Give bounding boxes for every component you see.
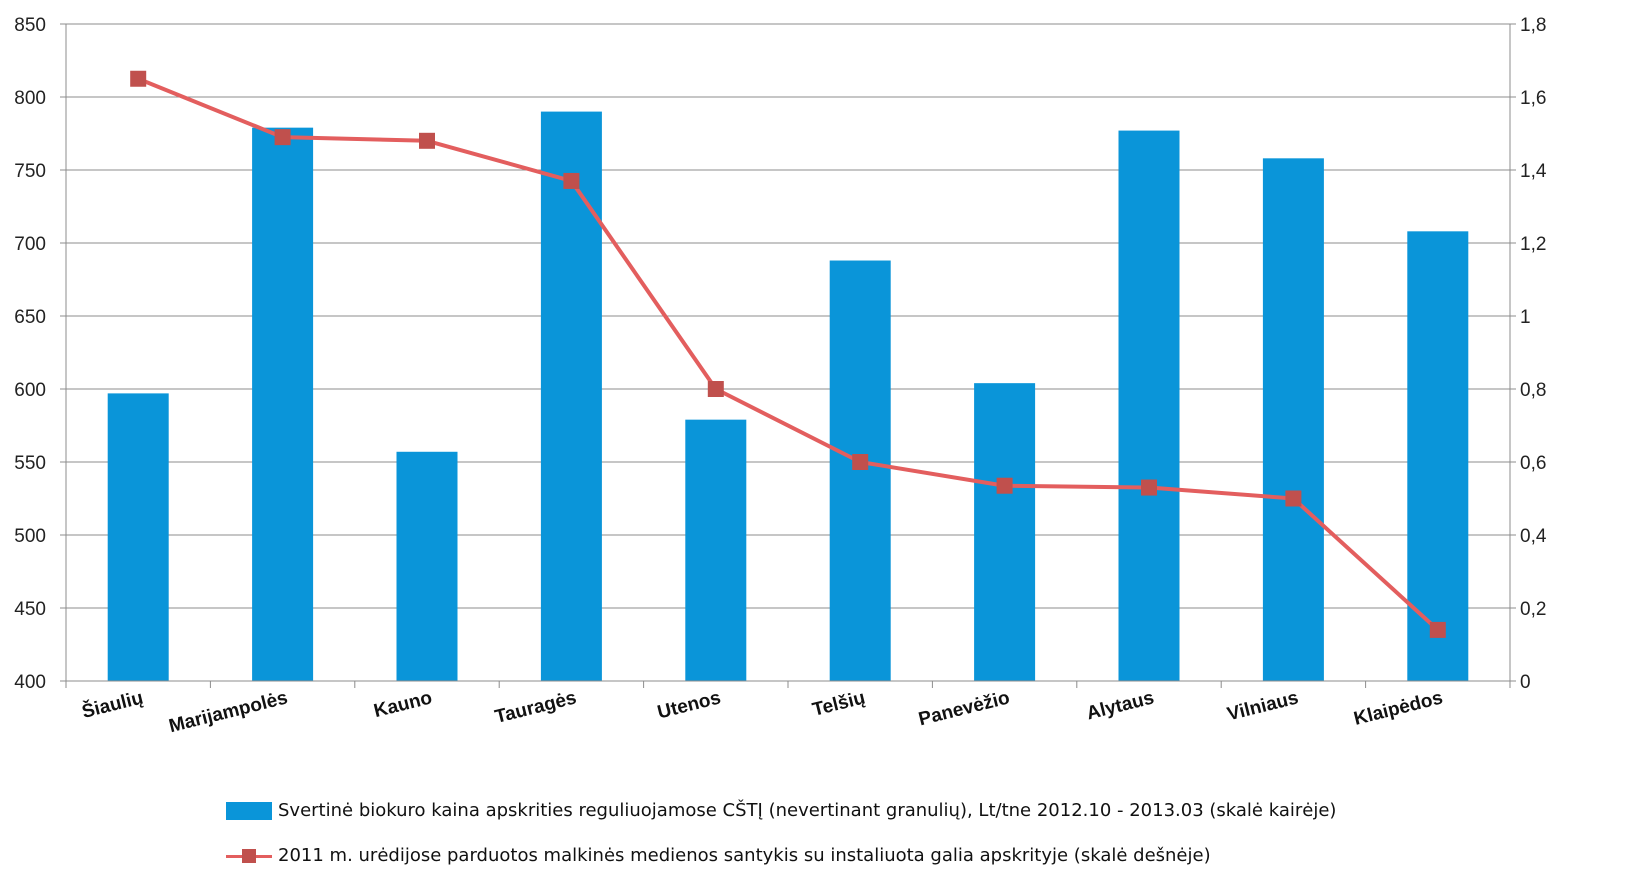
bar-Klaipėdos — [1407, 231, 1469, 681]
bar-Marijampolės — [252, 127, 314, 681]
x-category-label: Klaipėdos — [1352, 687, 1445, 729]
y-left-tick-label: 450 — [14, 599, 46, 620]
y-right-tick-label: 0,2 — [1520, 599, 1546, 620]
y-right-tick-label: 0,4 — [1520, 526, 1547, 547]
bar-Vilniaus — [1262, 158, 1324, 681]
x-category-label: Telšių — [810, 687, 867, 720]
line-marker-Panevėžio — [996, 477, 1013, 494]
legend-bar-label: Svertinė biokuro kaina apskrities reguli… — [278, 800, 1337, 821]
line-series — [130, 70, 1446, 638]
y-right-tick-label: 1,4 — [1520, 161, 1547, 182]
line-marker-Telšių — [852, 454, 869, 470]
legend-line-swatch — [226, 847, 272, 865]
x-category-label: Marijampolės — [167, 687, 290, 737]
bar-Alytaus — [1118, 130, 1180, 681]
legend-item-line-series: 2011 m. urėdijose parduotos malkinės med… — [226, 845, 1211, 866]
y-right-tick-label: 0,8 — [1520, 380, 1546, 401]
y-left-tick-label: 500 — [14, 526, 46, 547]
legend-item-bar-series: Svertinė biokuro kaina apskrities reguli… — [226, 800, 1336, 821]
x-category-label: Vilniaus — [1225, 687, 1300, 725]
y-left-tick-label: 400 — [14, 672, 46, 693]
y-right-tick-label: 1 — [1520, 307, 1531, 328]
legend-line-label: 2011 m. urėdijose parduotos malkinės med… — [278, 845, 1211, 866]
y-right-tick-label: 0,6 — [1520, 453, 1546, 474]
line-marker-Alytaus — [1141, 479, 1157, 496]
y-left-tick-label: 700 — [14, 234, 46, 255]
line-marker-Klaipėdos — [1429, 621, 1446, 638]
bar-Panevėžio — [974, 383, 1036, 681]
axes — [60, 23, 1516, 688]
bar-Šiaulių — [107, 393, 169, 681]
bar-Kauno — [396, 451, 458, 681]
line-marker-Kauno — [419, 132, 435, 149]
bar-Tauragės — [540, 111, 602, 682]
line-marker-Šiaulių — [130, 70, 147, 87]
y-right-tick-label: 1,2 — [1520, 234, 1546, 255]
y-left-tick-label: 850 — [14, 15, 46, 36]
y-left-tick-label: 600 — [14, 380, 46, 401]
y-right-tick-label: 1,8 — [1520, 15, 1546, 36]
legend-bar-swatch — [226, 801, 272, 820]
x-category-label: Kauno — [372, 687, 434, 722]
y-left-tick-label: 800 — [14, 88, 46, 109]
x-category-label: Panevėžio — [917, 687, 1012, 730]
x-category-label: Alytaus — [1085, 687, 1157, 724]
line-marker-Marijampolės — [274, 129, 291, 146]
y-right-tick-label: 1,6 — [1520, 88, 1546, 109]
bar-series — [107, 111, 1469, 682]
bar-Utenos — [685, 419, 747, 681]
line-marker-Utenos — [707, 381, 724, 397]
line-path — [137, 76, 1440, 632]
y-left-tick-label: 750 — [14, 161, 46, 182]
x-category-label: Šiaulių — [80, 687, 146, 723]
y-right-tick-label: 0 — [1520, 672, 1531, 693]
y-left-tick-label: 650 — [14, 307, 46, 328]
y-left-tick-label: 550 — [14, 453, 46, 474]
x-category-label: Tauragės — [493, 687, 579, 727]
bar-Telšių — [829, 260, 891, 681]
x-category-label: Utenos — [655, 687, 723, 723]
line-marker-Vilniaus — [1285, 490, 1302, 507]
line-marker-Tauragės — [563, 172, 580, 189]
